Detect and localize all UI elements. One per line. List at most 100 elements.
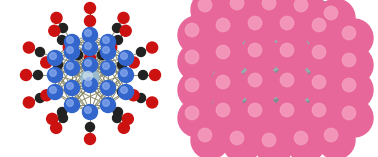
Circle shape [268,119,280,131]
Circle shape [118,87,127,97]
Circle shape [85,43,91,49]
Circle shape [236,61,248,73]
Circle shape [85,122,94,132]
Circle shape [178,43,216,81]
Circle shape [295,84,323,112]
Circle shape [280,73,294,87]
Circle shape [325,116,353,144]
Circle shape [102,37,109,43]
Circle shape [199,114,227,142]
Circle shape [236,89,248,101]
Circle shape [248,103,262,117]
Circle shape [150,70,161,81]
Circle shape [268,31,280,43]
Circle shape [84,71,93,81]
Circle shape [85,60,91,66]
Circle shape [199,31,227,59]
Circle shape [48,84,62,100]
Circle shape [65,60,79,76]
Circle shape [147,42,158,53]
Circle shape [342,106,356,120]
Circle shape [20,70,31,81]
Circle shape [248,73,262,87]
Circle shape [325,34,353,62]
Circle shape [121,87,127,93]
Circle shape [128,57,139,68]
Circle shape [102,100,109,106]
Circle shape [118,60,127,70]
Circle shape [209,96,247,134]
Circle shape [101,97,116,113]
Circle shape [82,41,98,56]
Circle shape [295,28,323,56]
Circle shape [191,0,229,29]
Circle shape [50,87,56,93]
Circle shape [85,16,96,27]
Circle shape [216,75,230,89]
Circle shape [262,0,276,10]
Circle shape [67,83,73,89]
Circle shape [231,56,259,84]
Circle shape [122,113,133,124]
Circle shape [65,35,79,49]
Circle shape [216,45,230,59]
Circle shape [85,52,96,63]
Circle shape [106,42,117,53]
Circle shape [113,24,121,32]
Circle shape [305,11,343,49]
Circle shape [312,45,326,59]
Circle shape [305,38,343,76]
Circle shape [317,121,355,157]
Circle shape [36,94,45,103]
Circle shape [305,68,343,106]
Circle shape [263,114,291,142]
Circle shape [101,44,116,60]
Circle shape [102,63,109,69]
Circle shape [273,96,311,134]
Circle shape [82,78,98,92]
Circle shape [281,3,293,15]
Circle shape [67,63,73,69]
Circle shape [305,96,343,134]
Circle shape [212,1,240,29]
Circle shape [306,1,334,29]
Circle shape [223,124,261,157]
Circle shape [209,38,247,76]
Circle shape [204,91,215,103]
Circle shape [263,54,291,82]
Circle shape [191,121,229,157]
Circle shape [128,90,139,101]
Circle shape [330,39,342,51]
Circle shape [120,25,131,36]
Circle shape [241,96,279,134]
Circle shape [41,90,52,101]
Circle shape [121,70,127,76]
Circle shape [216,18,230,32]
Circle shape [273,36,311,74]
Circle shape [178,71,216,109]
Circle shape [248,43,262,57]
Circle shape [85,3,96,14]
Circle shape [241,66,279,104]
Circle shape [23,42,34,53]
Circle shape [41,57,52,68]
Circle shape [231,84,259,112]
Circle shape [342,53,356,67]
Circle shape [101,35,116,49]
Circle shape [342,26,356,40]
Circle shape [67,37,73,43]
Circle shape [85,65,94,75]
Circle shape [216,103,230,117]
Circle shape [287,0,325,29]
Circle shape [301,33,311,45]
Circle shape [301,61,311,73]
Circle shape [209,68,247,106]
Circle shape [241,36,279,74]
Circle shape [59,24,68,32]
Circle shape [147,97,158,108]
Circle shape [54,60,62,70]
Ellipse shape [203,6,365,154]
Circle shape [263,82,291,110]
Circle shape [204,63,215,75]
Circle shape [248,16,262,30]
